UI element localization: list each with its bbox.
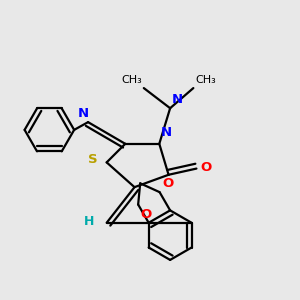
Text: O: O (141, 208, 152, 220)
Text: N: N (78, 107, 89, 120)
Text: N: N (161, 126, 172, 139)
Text: O: O (162, 177, 173, 190)
Text: H: H (84, 215, 94, 228)
Text: O: O (200, 161, 212, 175)
Text: CH₃: CH₃ (195, 75, 216, 85)
Text: N: N (172, 93, 183, 106)
Text: S: S (88, 153, 98, 166)
Text: CH₃: CH₃ (122, 75, 142, 85)
